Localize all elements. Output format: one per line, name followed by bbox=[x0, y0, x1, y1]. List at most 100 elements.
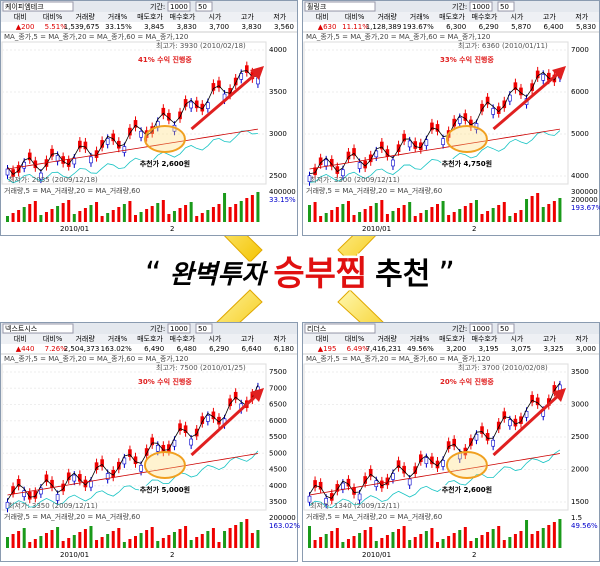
period: 1000 bbox=[472, 3, 490, 11]
volume-tick: 200000 bbox=[571, 196, 598, 204]
ma-legend: MA_종가,5 = MA_종가,20 = MA_종가,60 = MA_종가,12… bbox=[4, 32, 188, 41]
volume-bar bbox=[67, 538, 70, 548]
volume-bar bbox=[447, 536, 450, 548]
candle-body bbox=[408, 479, 411, 485]
volume-bar bbox=[308, 526, 311, 548]
cell: 49.56% bbox=[407, 345, 434, 353]
volume-bar bbox=[492, 529, 495, 548]
column-header: 시가 bbox=[208, 12, 221, 21]
volume-legend: 거래량,5 = MA_거래량,20 = MA_거래량,60 bbox=[306, 186, 442, 195]
candle-body bbox=[73, 475, 76, 481]
candle-body bbox=[403, 134, 406, 141]
volume-bar bbox=[140, 533, 143, 548]
candle-body bbox=[542, 74, 545, 80]
volume-bar bbox=[419, 213, 422, 222]
volume-bar bbox=[39, 536, 42, 548]
volume-bar bbox=[173, 211, 176, 222]
candle-body bbox=[325, 160, 328, 166]
volume-bar bbox=[408, 202, 411, 222]
volume-bar bbox=[101, 537, 104, 548]
volume-bar bbox=[28, 542, 31, 548]
price-tick: 7000 bbox=[571, 46, 589, 54]
volume-bar bbox=[525, 520, 528, 548]
volume-bar bbox=[34, 539, 37, 548]
volume-bar bbox=[386, 214, 389, 222]
volume-bar bbox=[497, 526, 500, 548]
price-tick: 4000 bbox=[269, 46, 287, 54]
price-tick: 2000 bbox=[571, 466, 589, 474]
volume-bar bbox=[234, 204, 237, 222]
volume-bar bbox=[51, 209, 54, 222]
cell: 3,830 bbox=[242, 23, 262, 31]
cell: 3,000 bbox=[576, 345, 596, 353]
volume-bar bbox=[6, 537, 9, 548]
column-header: 거래량 bbox=[75, 12, 95, 21]
cell: 2,504,373 bbox=[64, 345, 100, 353]
candle-body bbox=[78, 141, 81, 148]
date-label: 2 bbox=[472, 225, 476, 233]
volume-tick: 300000 bbox=[571, 188, 598, 196]
volume-bar bbox=[486, 211, 489, 222]
volume-bar bbox=[234, 525, 237, 548]
volume-bar bbox=[34, 201, 37, 222]
column-header: 거래량 bbox=[377, 12, 397, 21]
volume-bar bbox=[536, 193, 539, 222]
candle-body bbox=[503, 412, 506, 419]
volume-bar bbox=[347, 201, 350, 222]
candle-body bbox=[206, 103, 209, 109]
volume-bar bbox=[408, 540, 411, 548]
count: 50 bbox=[198, 325, 207, 333]
candle-body bbox=[206, 415, 209, 421]
volume-bar bbox=[542, 207, 545, 222]
volume-bar bbox=[481, 214, 484, 222]
volume-bar bbox=[364, 209, 367, 222]
cell: 1,539,675 bbox=[64, 23, 100, 31]
candle-body bbox=[425, 458, 428, 464]
volume-bar bbox=[56, 206, 59, 222]
volume-bar bbox=[17, 210, 20, 222]
volume-bar bbox=[547, 525, 550, 548]
volume-bar bbox=[353, 215, 356, 222]
volume-bar bbox=[464, 527, 467, 548]
price-tick: 3500 bbox=[269, 498, 287, 506]
column-header: 대비% bbox=[345, 334, 365, 343]
volume-bar bbox=[397, 529, 400, 548]
date-label: 2 bbox=[170, 551, 174, 559]
volume-bar bbox=[469, 541, 472, 548]
volume-bar bbox=[547, 204, 550, 222]
volume-bar bbox=[347, 539, 350, 548]
volume-bar bbox=[558, 519, 561, 548]
volume-bar bbox=[325, 534, 328, 548]
cell: 6,290 bbox=[209, 345, 229, 353]
volume-bar bbox=[201, 213, 204, 222]
volume-bar bbox=[78, 211, 81, 222]
volume-bar bbox=[217, 204, 220, 222]
candle-body bbox=[458, 118, 461, 124]
volume-bar bbox=[184, 526, 187, 548]
volume-bar bbox=[73, 535, 76, 548]
candle-body bbox=[408, 141, 411, 147]
volume-bar bbox=[6, 216, 9, 222]
cell: 3,845 bbox=[144, 23, 164, 31]
volume-bar bbox=[128, 539, 131, 548]
cell: 3,195 bbox=[479, 345, 499, 353]
gain-text: 30% 수익 진행중 bbox=[138, 377, 192, 386]
column-header: 시가 bbox=[208, 334, 221, 343]
high-label: 최고가: 7500 (2010/01/25) bbox=[156, 363, 246, 372]
price-area bbox=[2, 42, 266, 184]
volume-bar bbox=[251, 195, 254, 222]
volume-bar bbox=[341, 204, 344, 222]
date-label: 2010/01 bbox=[60, 225, 89, 233]
volume-bar bbox=[508, 216, 511, 222]
cell: ▲195 bbox=[318, 345, 337, 353]
low-label: 최저가: 3350 (2009/12/11) bbox=[8, 501, 98, 510]
column-header: 매수호가 bbox=[472, 12, 498, 21]
highlight bbox=[145, 126, 185, 152]
volume-bar bbox=[45, 533, 48, 548]
column-header: 고가 bbox=[241, 12, 254, 21]
banner-close-quote: ” bbox=[438, 254, 455, 292]
candle-body bbox=[492, 108, 495, 114]
volume-bar bbox=[95, 540, 98, 548]
